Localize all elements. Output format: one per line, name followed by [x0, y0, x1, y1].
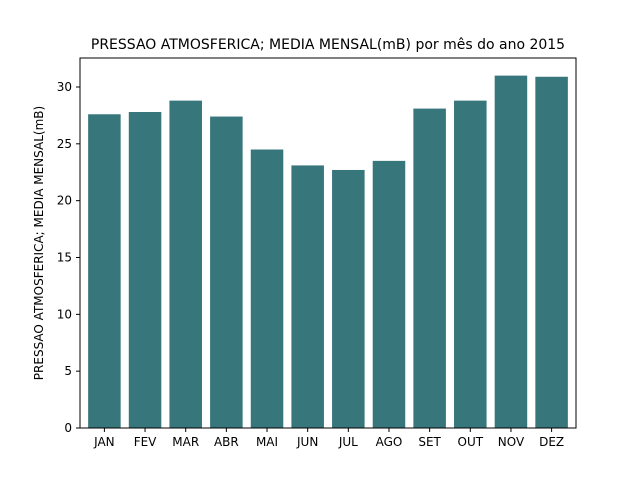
x-tick-label: SET — [418, 435, 441, 449]
bar-jun — [291, 165, 324, 428]
x-tick-label: OUT — [458, 435, 484, 449]
x-tick-label: MAR — [172, 435, 199, 449]
x-ticks-group: JAN FEV MAR ABR MAI JUN JUL AGO SET OUT NOV DEZ — [93, 428, 564, 449]
bar-fev — [128, 111, 162, 428]
bar-mar — [169, 100, 202, 428]
bar-jan — [88, 114, 121, 429]
y-tick-label: 10 — [57, 307, 72, 321]
y-ticks-group: 0 5 10 15 20 25 30 — [57, 80, 80, 435]
x-tick-label: MAI — [256, 435, 278, 449]
plot-frame — [79, 57, 577, 429]
x-tick-label: JUN — [296, 435, 318, 449]
y-axis-label: PRESSAO ATMOSFERICA; MEDIA MENSAL(mB) — [32, 106, 46, 380]
y-tick-label: 0 — [64, 421, 72, 435]
bar-mai — [250, 149, 284, 428]
x-tick-label: NOV — [498, 435, 525, 449]
y-tick-label: 25 — [57, 137, 72, 151]
bars-group — [88, 75, 568, 429]
bar-dez — [535, 76, 568, 428]
bar-out — [454, 100, 487, 428]
bar-set — [413, 108, 446, 429]
chart-title: PRESSAO ATMOSFERICA; MEDIA MENSAL(mB) po… — [91, 37, 565, 53]
x-tick-label: AGO — [376, 435, 403, 449]
y-tick-label: 20 — [57, 194, 72, 208]
y-tick-label: 15 — [57, 250, 72, 264]
y-tick-label: 5 — [64, 364, 72, 378]
x-tick-label: DEZ — [539, 435, 564, 449]
bar-nov — [494, 75, 528, 428]
y-tick-label: 30 — [57, 80, 72, 94]
bar-ago — [372, 160, 406, 428]
x-tick-label: JAN — [93, 435, 115, 449]
x-tick-label: JUL — [338, 435, 358, 449]
x-tick-label: FEV — [134, 435, 157, 449]
x-tick-label: ABR — [214, 435, 239, 449]
bar-jul — [332, 169, 365, 429]
bar-abr — [210, 116, 243, 428]
